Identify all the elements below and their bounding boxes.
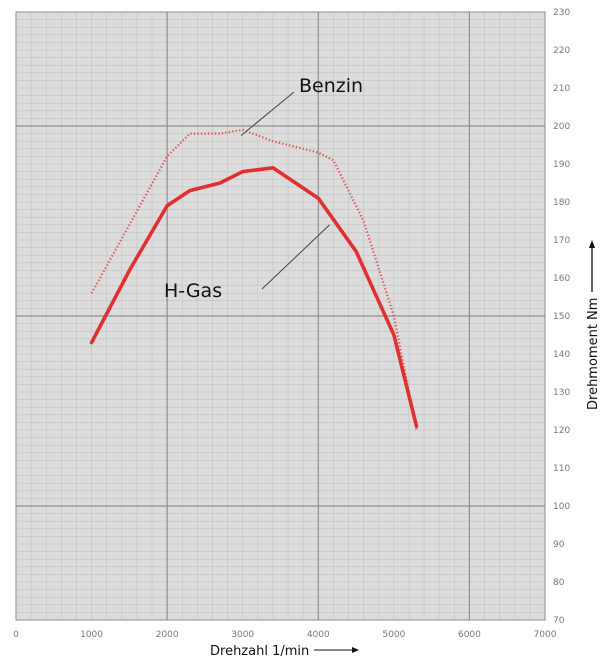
y-tick-label: 70 (553, 616, 565, 626)
series-layer (89, 128, 419, 431)
x-tick-label: 2000 (156, 630, 179, 640)
y-tick-label: 200 (553, 122, 570, 132)
benzin-series-label: Benzin (299, 75, 363, 97)
x-axis-title: Drehzahl 1/min (210, 644, 309, 659)
y-tick-label: 170 (553, 236, 570, 246)
x-tick-labels: 0 1000 2000 3000 4000 5000 6000 7000 (13, 630, 557, 640)
y-tick-label: 120 (553, 426, 570, 436)
y-tick-label: 220 (553, 46, 570, 56)
y-tick-label: 150 (553, 312, 570, 322)
x-tick-label: 7000 (534, 630, 557, 640)
hgas-leader-line (261, 224, 330, 290)
y-tick-label: 130 (553, 388, 570, 398)
benzin-leader-line (240, 91, 295, 136)
y-tick-label: 140 (553, 350, 570, 360)
callouts: Benzin H-Gas (164, 75, 363, 302)
y-tick-label: 230 (553, 8, 570, 18)
y-tick-label: 80 (553, 578, 565, 588)
y-tick-label: 160 (553, 274, 570, 284)
y-tick-labels: 70 80 90 100 110 120 130 140 150 160 170 180 190 200 2… (553, 8, 570, 626)
x-axis-arrow (314, 647, 359, 653)
x-tick-label: 6000 (458, 630, 481, 640)
y-tick-label: 90 (553, 540, 565, 550)
x-tick-label: 4000 (307, 630, 330, 640)
h-gas-series-line (89, 166, 419, 429)
x-tick-label: 5000 (382, 630, 405, 640)
x-tick-label: 1000 (80, 630, 103, 640)
hgas-series-label: H-Gas (164, 280, 222, 302)
y-tick-label: 180 (553, 198, 570, 208)
y-tick-label: 210 (553, 84, 570, 94)
y-axis-arrow (589, 240, 595, 292)
major-grid (16, 12, 545, 620)
x-tick-label: 0 (13, 630, 19, 640)
y-axis-title: Drehmoment Nm (586, 298, 601, 410)
y-tick-label: 110 (553, 464, 570, 474)
y-tick-label: 100 (553, 502, 570, 512)
y-tick-label: 190 (553, 160, 570, 170)
x-tick-label: 3000 (231, 630, 254, 640)
